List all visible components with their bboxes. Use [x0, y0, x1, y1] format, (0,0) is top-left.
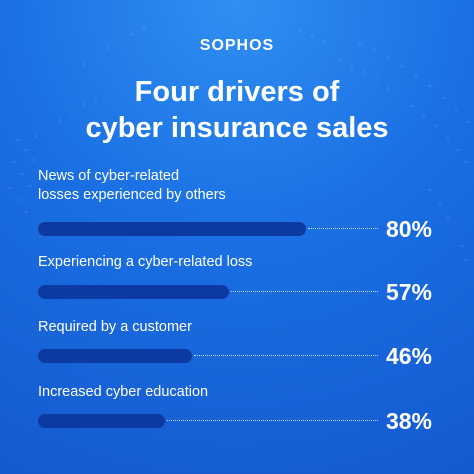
value-label: 80% [385, 216, 432, 242]
category-label: News of cyber-related losses experienced… [38, 167, 318, 205]
value-label: 57% [385, 279, 432, 305]
bar [38, 414, 165, 428]
bar [38, 285, 229, 299]
category-label: Increased cyber education [38, 383, 318, 402]
category-label: Experiencing a cyber-related loss [38, 253, 318, 272]
bar-row-cyber-loss: Experiencing a cyber-related loss 57% [38, 253, 442, 309]
value-label: 46% [385, 343, 432, 369]
bar-track [38, 414, 378, 428]
chart-title-line-1: Four drivers of [134, 76, 340, 108]
leader-line [231, 291, 378, 292]
category-label-line-2: losses experienced by others [38, 187, 226, 203]
value-label: 38% [385, 408, 432, 434]
leader-line [167, 420, 378, 421]
bar-row-news-of-losses: News of cyber-related losses experienced… [38, 167, 442, 245]
chart-title-line-2: cyber insurance sales [85, 112, 389, 144]
bar-track [38, 285, 378, 299]
leader-line [194, 355, 378, 356]
category-label-line-1: Required by a customer [38, 319, 192, 335]
category-label: Required by a customer [38, 318, 318, 337]
bar [38, 222, 306, 236]
chart-title: Four drivers of cyber insurance sales [0, 74, 474, 146]
leader-line [308, 228, 378, 229]
bar [38, 349, 192, 363]
bar-row-required-by-customer: Required by a customer 46% [38, 318, 442, 374]
bar-track [38, 349, 378, 363]
category-label-line-1: News of cyber-related [38, 168, 180, 184]
category-label-line-1: Experiencing a cyber-related loss [38, 254, 253, 270]
sophos-logo: SOPHOS [199, 37, 275, 54]
bar-row-cyber-education: Increased cyber education 38% [38, 383, 442, 439]
bar-track [38, 222, 378, 236]
category-label-line-1: Increased cyber education [38, 384, 209, 400]
